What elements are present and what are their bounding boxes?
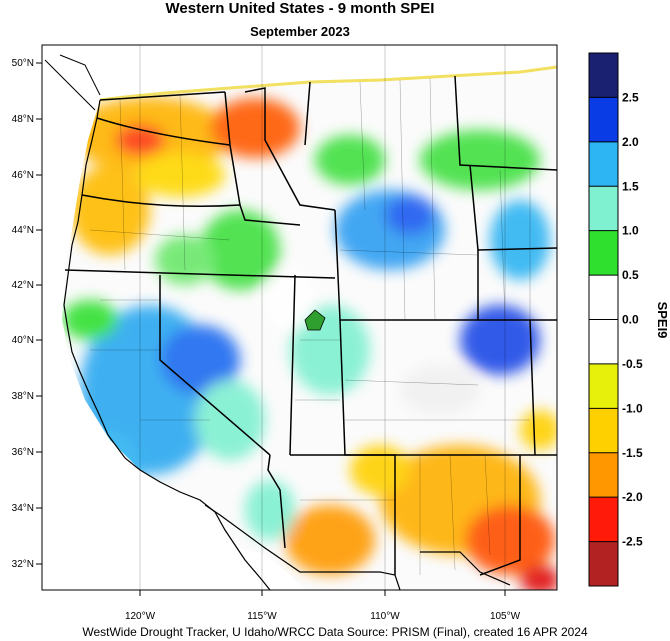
lat-label-38: 38°N [12,391,34,402]
legend-swatch [589,97,618,143]
legend-tick-label: 1.0 [622,224,639,238]
legend-tick-label: 0.5 [622,268,639,282]
legend-tick-label: 2.0 [622,135,639,149]
legend-swatch [589,408,618,454]
legend-swatch [589,186,618,232]
legend-title: SPEI9 [655,302,670,339]
lat-label-42: 42°N [12,280,34,291]
legend-swatch [589,275,618,320]
color-legend: 2.5 2.0 1.5 1.0 0.5 0.0 -0.5 -1.0 -1.5 -2.0 -2.5 S… [588,52,670,587]
legend-swatch [589,141,618,187]
legend-swatches [589,53,618,587]
legend-tick-label: -2.0 [622,490,643,504]
map-frame [41,44,558,591]
lon-label-105: 105°W [490,611,521,622]
legend-ticks: 2.5 2.0 1.5 1.0 0.5 0.0 -0.5 -1.0 -1.5 -2.0 -2.5 [589,90,643,549]
lat-label-40: 40°N [12,335,34,346]
legend-tick-label: 2.5 [622,90,639,104]
legend-swatch [589,230,618,276]
spei-field [62,97,557,590]
longitude-axis [139,590,506,596]
legend-tick-label: -2.5 [622,535,643,549]
lat-label-44: 44°N [12,225,34,236]
lon-label-120: 120°W [125,611,156,622]
lat-label-36: 36°N [12,447,34,458]
legend-tick-label: 1.5 [622,179,639,193]
legend-tick-label: 0.0 [622,313,639,327]
legend-tick-label: -1.0 [622,401,643,415]
county-borders [89,77,531,575]
map-subtitle: September 2023 [250,24,350,39]
great-salt-lake [304,309,326,331]
legend-swatch [589,319,618,365]
footer-credit: WestWide Drought Tracker, U Idaho/WRCC D… [82,625,588,639]
latitude-axis [36,62,42,565]
lat-label-50: 50°N [12,58,34,69]
mexico-border [204,504,511,590]
lat-label-48: 48°N [12,114,34,125]
map-title: Western United States - 9 month SPEI [165,0,435,17]
lat-label-34: 34°N [12,503,34,514]
lat-label-46: 46°N [12,170,34,181]
legend-swatch [589,541,618,587]
legend-swatch [589,363,618,409]
legend-swatch [589,53,618,98]
legend-swatch [589,452,618,498]
legend-swatch [589,497,618,543]
lat-label-32: 32°N [12,559,34,570]
lon-label-110: 110°W [370,611,400,622]
map-panel [42,45,557,590]
legend-tick-label: -1.5 [622,446,643,460]
state-borders [64,75,557,576]
lon-label-115: 115°W [247,611,277,622]
pacific-ocean-mask [42,45,557,590]
legend-tick-label: -0.5 [622,357,643,371]
coastline [63,99,271,590]
